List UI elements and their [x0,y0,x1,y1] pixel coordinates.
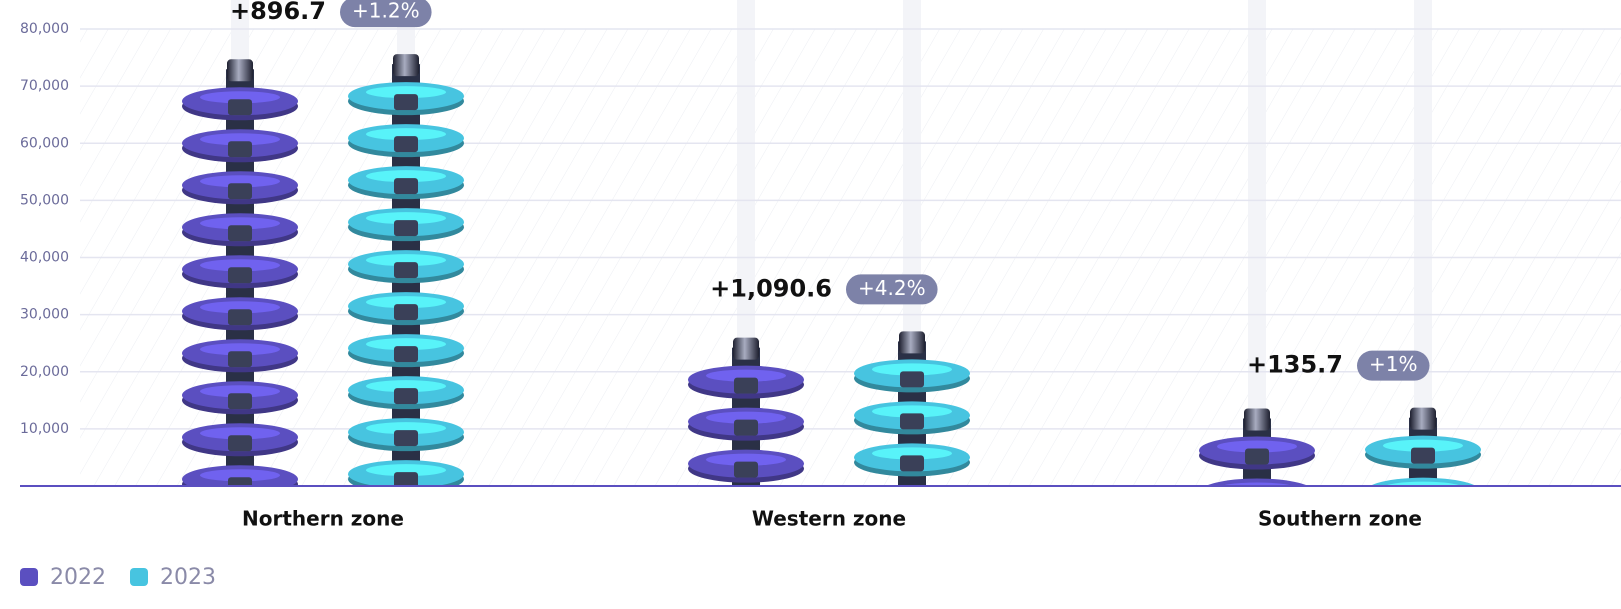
disc-neck [228,393,252,409]
y-tick-label: 80,000 [20,21,69,37]
disc-neck [900,413,924,429]
disc-neck [394,178,418,194]
disc-neck [228,183,252,199]
disc-neck [394,304,418,320]
disc-neck [228,99,252,115]
disc-neck [394,346,418,362]
legend-label: 2022 [50,565,106,590]
disc-highlight [1217,482,1297,494]
disc-neck [734,420,758,436]
y-tick-label: 20,000 [20,364,69,380]
legend-label: 2023 [160,565,216,590]
disc-neck [900,371,924,387]
y-tick-label: 30,000 [20,307,69,323]
cap [227,59,253,81]
disc-neck [394,430,418,446]
y-tick-label: 60,000 [20,135,69,151]
x-tick-label: Western zone [752,507,906,531]
disc-neck [394,262,418,278]
disc-neck [228,141,252,157]
disc-neck [734,462,758,478]
disc-neck [228,225,252,241]
disc-neck [1245,490,1269,506]
cap [1410,408,1436,430]
disc-neck [734,378,758,394]
disc-neck [1411,448,1435,464]
y-tick-label: 70,000 [20,78,69,94]
disc-neck [228,351,252,367]
legend-swatch [130,568,148,586]
y-tick-label: 40,000 [20,250,69,266]
cap [733,338,759,360]
disc-neck [1411,490,1435,506]
disc-neck [394,94,418,110]
disc-neck [394,136,418,152]
x-tick-label: Northern zone [242,507,404,531]
delta-label: +1,090.6 [710,274,832,302]
chart: 10,000 20,000 30,000 40,000 50,000 60,000 70,0… [0,0,1621,609]
x-tick-label: Southern zone [1258,507,1422,531]
disc-neck [228,267,252,283]
disc-highlight [872,489,952,501]
disc-neck [228,435,252,451]
disc-neck [394,388,418,404]
change-label: +1.2% [352,0,420,23]
disc-neck [228,309,252,325]
change-label: +1% [1369,352,1418,376]
legend-swatch [20,568,38,586]
delta-label: +135.7 [1247,351,1343,379]
disc-highlight [1383,482,1463,494]
y-tick-label: 10,000 [20,421,69,437]
disc-neck [1245,448,1269,464]
y-tick-label: 50,000 [20,192,69,208]
cap [393,54,419,76]
delta-label: +896.7 [230,0,326,25]
cap [1244,408,1270,430]
change-label: +4.2% [858,276,926,300]
disc-neck [394,220,418,236]
cap [899,331,925,353]
disc-neck [900,455,924,471]
